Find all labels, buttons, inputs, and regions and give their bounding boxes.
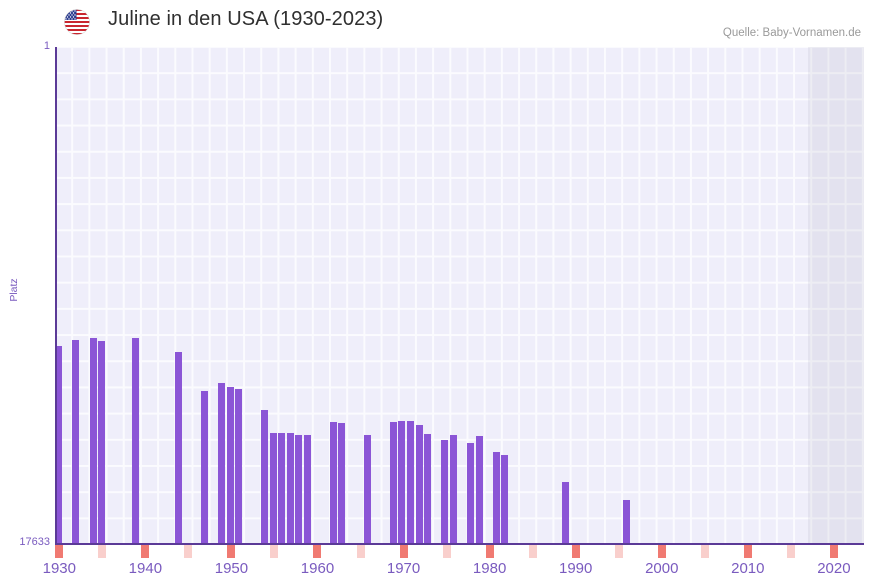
x-tick-major — [227, 545, 236, 558]
bar — [90, 338, 97, 543]
x-tick-major — [571, 545, 580, 558]
bar — [330, 422, 337, 543]
bar — [304, 435, 311, 543]
bar — [398, 421, 405, 543]
no-data-shaded-band — [808, 47, 864, 543]
bar — [295, 435, 302, 543]
bar — [501, 455, 508, 543]
bar — [98, 341, 105, 543]
x-tick-major — [313, 545, 322, 558]
x-tick-label: 1950 — [214, 560, 249, 577]
x-tick-minor — [356, 545, 365, 558]
bar — [562, 482, 569, 543]
bar — [441, 440, 448, 543]
bar — [261, 410, 268, 543]
x-tick-minor — [614, 545, 623, 558]
bar — [450, 435, 457, 543]
x-axis-line — [55, 543, 864, 545]
x-tick-label: 2000 — [645, 560, 679, 577]
x-tick-minor — [442, 545, 451, 558]
x-axis-tick-strip — [55, 545, 864, 558]
bar — [278, 433, 285, 543]
x-tick-major — [141, 545, 150, 558]
bar — [175, 352, 182, 543]
bar — [623, 500, 630, 543]
chart-header: Juline in den USA (1930-2023) Quelle: Ba… — [0, 0, 873, 44]
source-label: Quelle: Baby-Vornamen.de — [722, 27, 861, 39]
y-axis-line — [55, 47, 57, 543]
bar — [132, 338, 139, 543]
x-tick-minor — [98, 545, 107, 558]
x-tick-minor — [700, 545, 709, 558]
x-tick-minor — [184, 545, 193, 558]
plot-area — [55, 47, 864, 543]
x-tick-major — [657, 545, 666, 558]
x-tick-label: 1930 — [42, 560, 76, 577]
bar — [390, 422, 397, 543]
x-tick-major — [55, 545, 64, 558]
bar — [227, 387, 234, 543]
y-axis-bottom-label: 17633 — [19, 536, 50, 548]
x-tick-label: 2020 — [817, 560, 851, 577]
bar — [201, 391, 208, 543]
x-tick-major — [399, 545, 408, 558]
x-tick-minor — [786, 545, 795, 558]
bar — [235, 389, 242, 543]
page-title: Juline in den USA (1930-2023) — [108, 8, 384, 30]
bar — [424, 434, 431, 543]
x-tick-label: 1970 — [386, 560, 421, 577]
x-tick-label: 1990 — [558, 560, 593, 577]
bar — [407, 421, 414, 543]
bar — [416, 425, 423, 543]
us-flag-icon — [64, 9, 90, 35]
x-tick-label: 1980 — [472, 560, 507, 577]
bar — [476, 436, 483, 543]
bar — [55, 346, 62, 543]
bar — [218, 383, 225, 543]
bar — [72, 340, 79, 543]
x-tick-label: 1960 — [300, 560, 335, 577]
bar — [467, 443, 474, 543]
x-tick-major — [829, 545, 838, 558]
bar — [270, 433, 277, 543]
x-tick-label: 2010 — [731, 560, 765, 577]
x-tick-major — [485, 545, 494, 558]
x-tick-minor — [528, 545, 537, 558]
bar — [364, 435, 371, 543]
x-tick-minor — [270, 545, 279, 558]
grid-lines — [55, 47, 864, 543]
bar — [338, 423, 345, 543]
bar — [287, 433, 294, 543]
bar-series — [55, 47, 864, 543]
bar — [493, 452, 500, 543]
x-tick-label: 1940 — [128, 560, 163, 577]
y-axis-title: Platz — [8, 278, 20, 302]
x-tick-major — [743, 545, 752, 558]
y-axis-top-label: 1 — [43, 40, 50, 52]
